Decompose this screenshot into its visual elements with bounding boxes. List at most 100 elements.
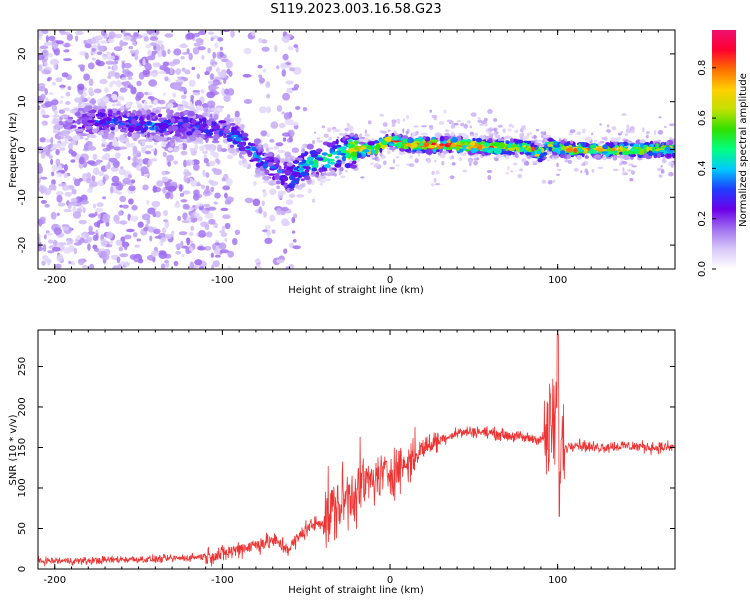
heatmap-cell bbox=[202, 112, 208, 117]
heatmap-cell bbox=[181, 51, 189, 55]
heatmap-cell bbox=[57, 202, 66, 207]
heatmap-cell bbox=[189, 261, 194, 269]
heatmap-cell bbox=[148, 79, 158, 87]
heatmap-cell bbox=[379, 147, 383, 153]
heatmap-cell bbox=[38, 166, 44, 174]
heatmap-cell bbox=[87, 231, 96, 235]
heatmap-cell bbox=[206, 100, 216, 109]
heatmap-cell bbox=[84, 102, 93, 106]
heatmap-cell bbox=[190, 225, 194, 231]
heatmap-cell bbox=[247, 142, 252, 146]
heatmap-cell bbox=[251, 30, 256, 37]
heatmap-cell bbox=[243, 47, 252, 55]
heatmap-cell bbox=[403, 145, 408, 150]
heatmap-cell bbox=[352, 160, 357, 164]
snr-x-ticks: -200 -100 0 100 bbox=[37, 330, 676, 586]
heatmap-cell bbox=[626, 169, 632, 172]
heatmap-cell bbox=[119, 87, 128, 93]
heatmap-cell bbox=[213, 134, 220, 140]
heatmap-cell bbox=[87, 62, 95, 70]
heatmap-cell bbox=[119, 253, 128, 258]
heatmap-cell bbox=[98, 124, 103, 128]
heatmap-cell bbox=[576, 131, 582, 136]
heatmap-cell bbox=[181, 220, 189, 224]
heatmap-cell bbox=[412, 131, 416, 137]
heatmap-cell bbox=[289, 188, 295, 191]
heatmap-cell bbox=[283, 183, 288, 188]
heatmap-cell bbox=[446, 119, 453, 123]
heatmap-cell bbox=[156, 138, 164, 142]
heatmap-cell bbox=[210, 107, 215, 112]
heatmap-cell bbox=[273, 145, 280, 150]
heatmap-cell bbox=[91, 47, 96, 52]
heatmap-cell bbox=[268, 156, 275, 161]
heatmap-cell bbox=[451, 155, 454, 160]
heatmap-cell bbox=[142, 184, 149, 191]
heatmap-cell bbox=[119, 204, 123, 208]
heatmap-cell bbox=[285, 80, 294, 85]
heatmap-cell bbox=[75, 30, 84, 36]
heatmap-cell bbox=[173, 48, 182, 56]
heatmap-cell bbox=[163, 131, 170, 136]
heatmap-cell bbox=[210, 37, 214, 41]
heatmap-cell bbox=[381, 130, 387, 134]
heatmap-cell bbox=[493, 118, 498, 122]
heatmap-cell bbox=[50, 158, 54, 165]
heatmap-cell bbox=[154, 211, 162, 218]
heatmap-cell bbox=[316, 140, 323, 143]
heatmap-cell bbox=[287, 156, 291, 162]
heatmap-cell bbox=[152, 115, 156, 119]
heatmap-cell bbox=[279, 158, 286, 162]
heatmap-cell bbox=[414, 158, 419, 164]
heatmap-cell bbox=[102, 218, 110, 223]
snr-y-ticks: 0 50 100 150 200 250 bbox=[17, 357, 675, 572]
heatmap-cell bbox=[552, 152, 558, 156]
heatmap-cell bbox=[341, 155, 347, 162]
heatmap-cell bbox=[129, 112, 135, 117]
heatmap-cell bbox=[132, 232, 138, 238]
heatmap-cell bbox=[147, 207, 156, 215]
heatmap-cell bbox=[484, 123, 488, 127]
heatmap-cell bbox=[476, 157, 480, 161]
heatmap-cell bbox=[629, 143, 635, 147]
heatmap-cell bbox=[540, 134, 546, 139]
heatmap-cell bbox=[459, 157, 462, 162]
heatmap-cell bbox=[214, 254, 221, 258]
heatmap-cell bbox=[381, 155, 386, 159]
x-tick-label: -100 bbox=[211, 275, 234, 286]
heatmap-cell bbox=[196, 73, 201, 80]
heatmap-cell bbox=[114, 72, 121, 79]
heatmap-cell bbox=[637, 149, 645, 155]
heatmap-cell bbox=[231, 127, 238, 131]
heatmap-cell bbox=[53, 47, 61, 56]
heatmap-cell bbox=[205, 207, 210, 211]
heatmap-cell bbox=[103, 125, 107, 130]
heatmap-cell bbox=[96, 159, 101, 165]
heatmap-cell bbox=[83, 73, 90, 81]
heatmap-cell bbox=[327, 158, 331, 164]
heatmap-cell bbox=[95, 106, 103, 110]
heatmap-cell bbox=[469, 142, 476, 146]
heatmap-cell bbox=[223, 128, 230, 134]
heatmap-cell bbox=[269, 146, 274, 150]
heatmap-cell bbox=[115, 103, 122, 107]
heatmap-cell bbox=[470, 147, 476, 154]
heatmap-cell bbox=[247, 151, 253, 156]
heatmap-cell bbox=[590, 144, 595, 149]
heatmap-cell bbox=[180, 56, 185, 60]
heatmap-cell bbox=[192, 163, 200, 171]
heatmap-cell bbox=[660, 169, 665, 174]
heatmap-cell bbox=[225, 196, 234, 203]
heatmap-cell bbox=[72, 205, 77, 214]
heatmap-cell bbox=[172, 58, 181, 65]
heatmap-cell bbox=[201, 103, 209, 109]
heatmap-cell bbox=[149, 36, 159, 41]
heatmap-cell bbox=[526, 140, 532, 145]
heatmap-cell bbox=[139, 116, 144, 121]
heatmap-cell bbox=[281, 36, 291, 42]
heatmap-cell bbox=[196, 124, 201, 129]
heatmap-cell bbox=[108, 31, 116, 39]
heatmap-cell bbox=[444, 132, 450, 137]
heatmap-cell bbox=[118, 263, 122, 269]
